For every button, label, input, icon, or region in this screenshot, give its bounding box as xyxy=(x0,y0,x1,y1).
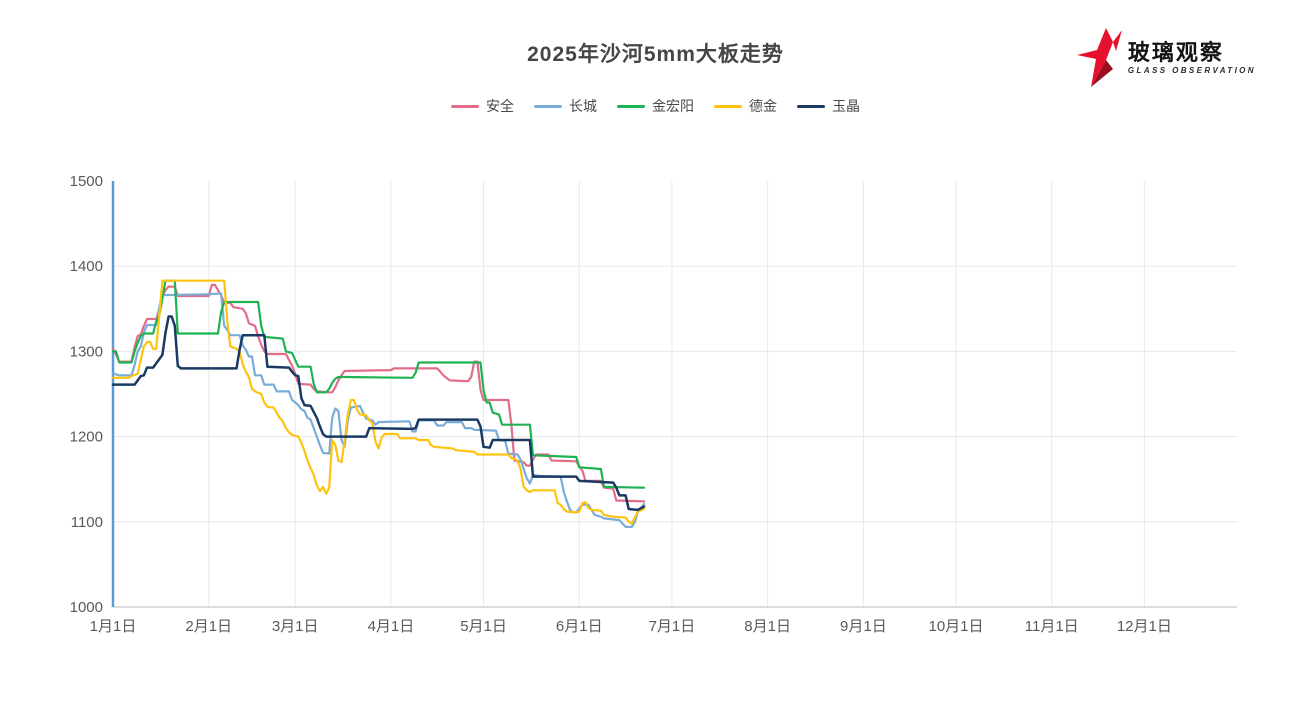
legend-item-玉晶[interactable]: 玉晶 xyxy=(797,96,860,116)
legend-label: 长城 xyxy=(569,98,597,114)
series-line-长城 xyxy=(111,292,646,529)
legend-item-安全[interactable]: 安全 xyxy=(451,96,514,116)
x-tick-label-11月1日: 11月1日 xyxy=(1025,618,1079,635)
x-tick-label-12月1日: 12月1日 xyxy=(1117,618,1172,635)
brand-name-cn: 玻璃观察 xyxy=(1127,39,1224,65)
legend-swatch-icon xyxy=(534,104,562,108)
legend-swatch-icon xyxy=(714,104,742,108)
y-tick-label-1200: 1200 xyxy=(70,429,103,446)
y-tick-label-1100: 1100 xyxy=(71,514,103,531)
x-tick-label-8月1日: 8月1日 xyxy=(744,618,791,635)
legend-label: 安全 xyxy=(486,98,514,114)
series-line-德金 xyxy=(111,279,646,525)
x-tick-label-7月1日: 7月1日 xyxy=(649,618,696,635)
page-title: 2025年沙河5mm大板走势 xyxy=(527,43,784,66)
series-line-玉晶 xyxy=(111,315,646,512)
y-tick-label-1500: 1500 xyxy=(70,173,103,190)
legend-item-长城[interactable]: 长城 xyxy=(534,96,597,116)
chart-legend: 安全 长城 金宏阳 德金 玉晶 xyxy=(0,96,1311,116)
brand-name-en: GLASS OBSERVATION xyxy=(1127,65,1256,75)
x-tick-label-5月1日: 5月1日 xyxy=(460,618,507,635)
x-tick-label-3月1日: 3月1日 xyxy=(272,618,319,635)
legend-swatch-icon xyxy=(617,104,645,108)
brand-star-icon xyxy=(1076,28,1122,87)
x-tick-label-2月1日: 2月1日 xyxy=(185,618,232,635)
x-tick-label-9月1日: 9月1日 xyxy=(840,618,887,635)
series-line-金宏阳 xyxy=(111,279,646,489)
x-tick-label-4月1日: 4月1日 xyxy=(368,618,415,635)
y-tick-label-1000: 1000 xyxy=(70,599,103,616)
legend-item-德金[interactable]: 德金 xyxy=(714,96,777,116)
legend-swatch-icon xyxy=(797,104,825,108)
legend-label: 玉晶 xyxy=(832,98,860,114)
legend-label: 金宏阳 xyxy=(652,98,694,114)
y-tick-label-1300: 1300 xyxy=(70,343,103,360)
series-line-安全 xyxy=(111,283,646,503)
legend-label: 德金 xyxy=(749,98,777,114)
legend-item-金宏阳[interactable]: 金宏阳 xyxy=(617,96,694,116)
x-tick-label-1月1日: 1月1日 xyxy=(90,618,137,635)
x-tick-label-10月1日: 10月1日 xyxy=(928,618,983,635)
y-tick-label-1400: 1400 xyxy=(70,258,103,275)
brand-logo-text: 玻璃观察 GLASS OBSERVATION xyxy=(1127,39,1256,75)
brand-logo: 玻璃观察 GLASS OBSERVATION xyxy=(1076,28,1256,88)
x-tick-label-6月1日: 6月1日 xyxy=(556,618,603,635)
legend-swatch-icon xyxy=(451,104,479,108)
